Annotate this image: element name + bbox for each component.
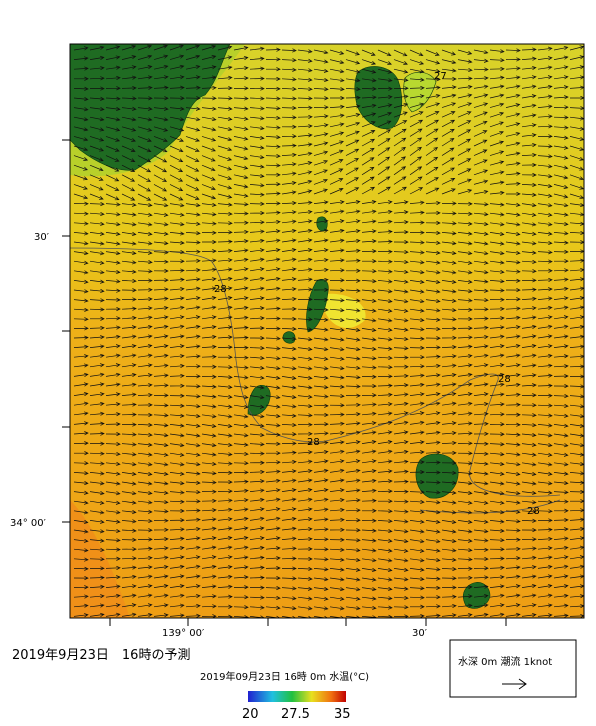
legend-arrow bbox=[502, 678, 527, 690]
colorbar-label: 27.5 bbox=[281, 707, 310, 722]
legend-box bbox=[449, 639, 577, 698]
contour-label: 28 bbox=[498, 374, 511, 385]
contour-label: 28 bbox=[214, 284, 227, 295]
contour bbox=[70, 247, 561, 497]
contour-label: 28 bbox=[527, 506, 540, 517]
frame-ticks bbox=[62, 139, 507, 626]
contour bbox=[419, 499, 561, 514]
colorbar-title: 2019年09月23日 16時 0m 水温(°C) bbox=[200, 670, 369, 683]
lon-label: 30′ bbox=[412, 628, 428, 639]
contour-label: 27 bbox=[434, 71, 447, 82]
current-arrows bbox=[73, 44, 584, 618]
lat-label: 30′ bbox=[34, 232, 50, 243]
caption: 2019年9月23日 16時の予測 bbox=[12, 648, 190, 663]
lat-label: 34° 00′ bbox=[10, 518, 47, 529]
lon-label: 139° 00′ bbox=[162, 628, 205, 639]
map-area: 27 28 28 28 28 bbox=[70, 44, 584, 618]
colorbar-label: 35 bbox=[334, 707, 351, 722]
contour-label: 28 bbox=[307, 437, 320, 448]
legend-text: 水深 0m 潮流 1knot bbox=[458, 655, 552, 668]
colorbar-label: 20 bbox=[242, 707, 259, 722]
colorbar bbox=[248, 691, 346, 702]
